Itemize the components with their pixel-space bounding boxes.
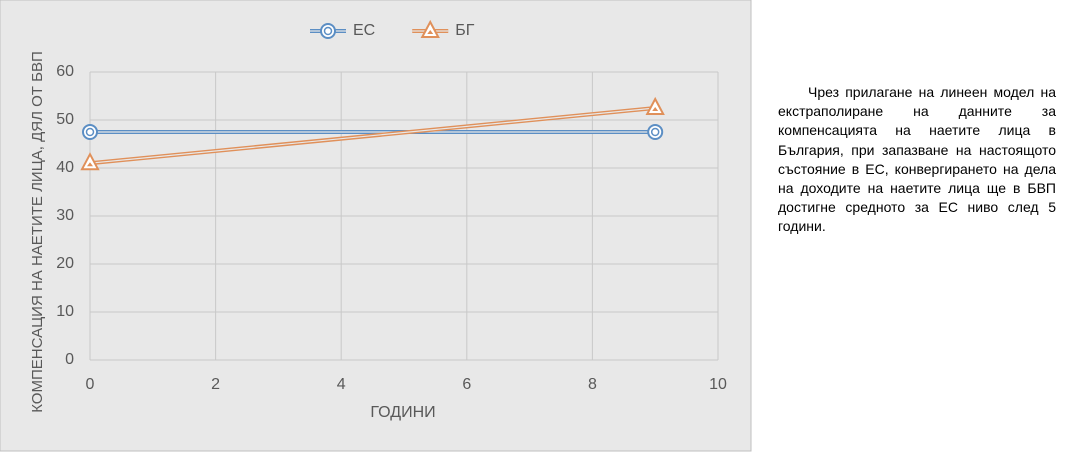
marker [647,124,664,140]
marker [80,152,100,171]
marker-inner [652,107,659,111]
x-tick-label: 2 [211,376,220,393]
series-line-inner [89,107,656,164]
x-tick-label: 8 [588,376,597,393]
legend-label: ЕС [353,22,375,39]
marker-inner [87,162,93,167]
y-tick-label: 30 [56,207,74,224]
legend-label: БГ [455,22,475,39]
marker-inner [323,26,333,36]
chart: ГОДИНИ КОМПЕНСАЦИЯ НА НАЕТИТЕ ЛИЦА, ДЯЛ … [0,0,752,452]
x-tick-label: 10 [709,376,727,393]
marker [320,23,336,39]
x-tick-label: 6 [462,376,471,393]
y-tick-label: 0 [65,351,74,368]
y-tick-label: 60 [56,63,74,80]
y-tick-label: 20 [56,255,74,272]
marker [645,96,665,115]
paragraph: Чрез прилагане на линеен модел на екстра… [778,84,1056,235]
marker-inner [85,127,95,137]
y-tick-label: 40 [56,159,74,176]
marker-inner [427,30,434,34]
marker-inner [650,127,660,137]
x-tick-label: 0 [86,376,95,393]
x-axis-title: ГОДИНИ [370,404,435,421]
y-axis-title: КОМПЕНСАЦИЯ НА НАЕТИТЕ ЛИЦА, ДЯЛ ОТ БВП [29,51,46,413]
marker [420,19,440,38]
x-tick-label: 4 [337,376,346,393]
y-tick-label: 50 [56,111,74,128]
y-tick-label: 10 [56,303,74,320]
marker [82,124,98,140]
